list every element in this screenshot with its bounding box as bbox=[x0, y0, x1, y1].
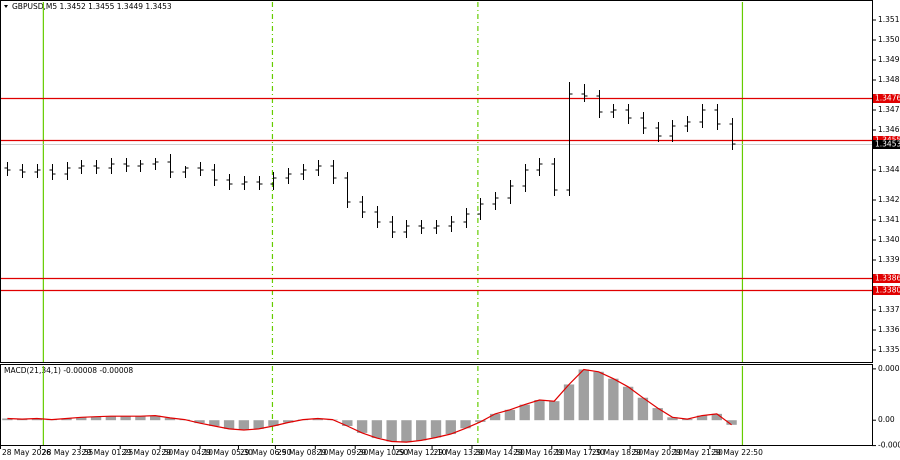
macd-bar bbox=[637, 397, 649, 421]
y-tick-label: 1.3415 bbox=[878, 215, 900, 224]
macd-bar bbox=[120, 416, 131, 421]
macd-bar bbox=[549, 401, 560, 421]
y-tick-label: 1.3440 bbox=[878, 165, 900, 174]
level-label-box bbox=[873, 286, 900, 295]
macd-bar bbox=[386, 420, 397, 442]
y-tick-label: 1.3460 bbox=[878, 125, 900, 134]
macd-panel-frame bbox=[0, 364, 873, 446]
price-panel-frame bbox=[0, 0, 873, 363]
current-price-label: 1.3453 bbox=[875, 140, 900, 149]
y-tick-label: 1.3515 bbox=[878, 15, 900, 24]
y-tick-label: 1.3495 bbox=[878, 55, 900, 64]
y-tick-label: 1.3485 bbox=[878, 75, 900, 84]
macd-bar bbox=[135, 416, 146, 421]
macd-bar bbox=[76, 417, 87, 421]
macd-bar bbox=[194, 420, 205, 424]
macd-bar bbox=[371, 420, 383, 439]
x-tick-label: 29 May 10:50 bbox=[357, 448, 409, 457]
x-tick-label: 29 May 01:25 bbox=[82, 448, 134, 457]
macd-bar bbox=[534, 400, 545, 421]
macd-y-tick-label: -0.00044 bbox=[878, 441, 900, 450]
x-tick-label: 29 May 18:50 bbox=[592, 448, 644, 457]
macd-bar bbox=[608, 378, 619, 421]
macd-bar bbox=[2, 418, 13, 421]
macd-bar bbox=[356, 420, 368, 433]
x-tick-label: 29 May 21:30 bbox=[672, 448, 724, 457]
macd-signal-line bbox=[7, 368, 732, 443]
macd-bar bbox=[726, 420, 737, 425]
x-tick-label: 29 May 04:10 bbox=[162, 448, 214, 457]
macd-bar bbox=[223, 420, 235, 429]
macd-bar bbox=[460, 420, 471, 429]
level-label-box bbox=[873, 94, 900, 103]
x-tick-label: 29 May 02:50 bbox=[122, 448, 174, 457]
macd-bar bbox=[164, 417, 176, 421]
chart-title: GBPUSD,M5 1.3452 1.3455 1.3449 1.3453 bbox=[12, 2, 172, 11]
macd-bar bbox=[593, 371, 604, 421]
macd-bar bbox=[150, 415, 161, 421]
macd-bar bbox=[445, 420, 456, 435]
current-price-box bbox=[873, 140, 900, 149]
macd-bar bbox=[268, 420, 279, 426]
x-tick-label: 29 May 08:10 bbox=[277, 448, 329, 457]
macd-bar bbox=[711, 413, 722, 421]
macd-bar bbox=[283, 420, 294, 423]
macd-bar bbox=[31, 418, 43, 421]
macd-bar bbox=[667, 417, 678, 421]
y-tick-label: 1.3470 bbox=[878, 105, 900, 114]
macd-bar bbox=[475, 420, 486, 422]
level-label: 1.3380 bbox=[875, 286, 900, 295]
macd-bar bbox=[519, 404, 530, 421]
y-tick-label: 1.3395 bbox=[878, 255, 900, 264]
macd-bar bbox=[563, 384, 575, 421]
macd-bar bbox=[622, 386, 634, 421]
macd-bar bbox=[504, 409, 516, 421]
macd-bar bbox=[652, 408, 663, 421]
macd-bar bbox=[61, 418, 72, 421]
macd-bar bbox=[105, 416, 117, 421]
x-tick-label: 28 May 2026 bbox=[2, 448, 51, 457]
level-label-box bbox=[873, 274, 900, 283]
macd-bar bbox=[416, 420, 427, 441]
y-tick-label: 1.3405 bbox=[878, 235, 900, 244]
macd-bar bbox=[342, 420, 353, 426]
x-tick-label: 29 May 20:10 bbox=[632, 448, 684, 457]
macd-bar bbox=[489, 413, 501, 421]
y-tick-label: 1.3505 bbox=[878, 35, 900, 44]
macd-bar bbox=[90, 416, 102, 421]
macd-bar bbox=[696, 415, 708, 421]
macd-bar bbox=[238, 420, 250, 431]
macd-bar bbox=[578, 369, 589, 421]
x-tick-label: 29 May 09:30 bbox=[317, 448, 369, 457]
x-tick-label: 29 May 12:10 bbox=[395, 448, 447, 457]
y-tick-label: 1.3370 bbox=[878, 305, 900, 314]
x-tick-label: 29 May 16:10 bbox=[513, 448, 565, 457]
x-tick-label: 29 May 13:30 bbox=[434, 448, 486, 457]
x-tick-label: 29 May 22:50 bbox=[711, 448, 763, 457]
macd-y-tick-label: 0.00 bbox=[878, 415, 895, 424]
macd-title: MACD(21,34,1) -0.00008 -0.00008 bbox=[4, 366, 133, 375]
level-label: 1.3386 bbox=[875, 274, 900, 283]
macd-bar bbox=[253, 420, 264, 429]
x-tick-label: 29 May 05:30 bbox=[202, 448, 254, 457]
x-tick-label: 28 May 23:55 bbox=[42, 448, 94, 457]
macd-bar bbox=[209, 420, 220, 426]
x-tick-label: 29 May 06:50 bbox=[240, 448, 292, 457]
macd-y-tick-label: 0.00089 bbox=[878, 364, 900, 373]
x-tick-label: 29 May 14:50 bbox=[473, 448, 525, 457]
macd-bar bbox=[401, 420, 412, 443]
level-label: 1.3476 bbox=[875, 94, 900, 103]
y-tick-label: 1.3425 bbox=[878, 195, 900, 204]
macd-bar bbox=[430, 420, 442, 438]
y-tick-label: 1.3360 bbox=[878, 325, 900, 334]
title-arrow bbox=[4, 5, 8, 8]
x-tick-label: 29 May 17:30 bbox=[553, 448, 605, 457]
macd-bar bbox=[312, 418, 323, 421]
